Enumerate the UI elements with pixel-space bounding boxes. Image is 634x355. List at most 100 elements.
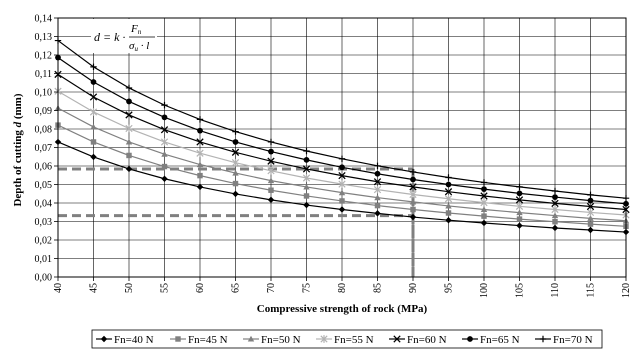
y-axis-label: Depth of cutting d (mm) [12, 93, 24, 206]
data-point [409, 213, 417, 221]
data-point [196, 161, 204, 168]
data-point [89, 108, 98, 116]
data-point [320, 335, 328, 343]
data-point [587, 215, 594, 221]
data-point [175, 336, 181, 342]
data-point [587, 197, 594, 204]
data-point [267, 157, 275, 165]
x-tick-label: 65 [231, 283, 242, 293]
data-point [551, 205, 559, 214]
legend-label: Fn=40 N [114, 334, 154, 346]
series [54, 138, 630, 236]
legend-label: Fn=70 N [553, 334, 593, 346]
data-point [515, 202, 524, 211]
data-point [161, 150, 168, 157]
formula-denominator-rest: · l [138, 40, 149, 52]
legend-item: Fn=70 N [535, 334, 593, 346]
data-point [232, 180, 239, 187]
data-point [374, 170, 381, 177]
data-point [267, 166, 275, 175]
legend-box [91, 329, 603, 349]
axes [54, 17, 627, 281]
x-tick-label: 80 [337, 283, 348, 293]
x-tick-label: 55 [160, 283, 171, 293]
legend-item: Fn=45 N [170, 334, 228, 346]
data-point [196, 183, 204, 191]
data-point [409, 198, 417, 205]
data-point [160, 126, 169, 134]
data-point [373, 185, 382, 194]
x-tick-label: 90 [408, 283, 419, 293]
data-point [125, 138, 133, 145]
data-point [551, 187, 559, 195]
formula-numerator-symbol: F [130, 23, 138, 35]
data-point [374, 210, 381, 217]
data-point [515, 196, 524, 204]
data-point [161, 114, 168, 121]
data-point [339, 198, 345, 204]
data-point [445, 181, 452, 188]
x-tick-label: 40 [53, 283, 64, 293]
data-point [374, 194, 381, 201]
data-point [125, 111, 133, 119]
x-tick-label: 50 [124, 283, 135, 293]
y-tick-label: 0,01 [35, 254, 53, 265]
x-tick-label: 115 [586, 283, 597, 298]
legend-item: Fn=60 N [389, 334, 447, 346]
data-point [480, 179, 488, 186]
formula-numerator: Fn [130, 23, 142, 36]
formula-denominator: σu · l [129, 40, 149, 53]
data-point [90, 153, 97, 161]
data-point [445, 202, 452, 209]
data-point [303, 183, 310, 190]
x-tick-label: 70 [266, 283, 277, 293]
data-point [552, 194, 558, 200]
legend: Fn=40 N Fn=45 N Fn=50 N Fn=55 N Fn=60 N Fn=65… [91, 329, 603, 349]
data-point [89, 93, 98, 101]
data-point [232, 139, 239, 145]
data-point [586, 208, 595, 217]
data-point [303, 147, 310, 155]
data-point [409, 168, 417, 176]
data-point [90, 139, 97, 145]
y-tick-label: 0,10 [35, 88, 53, 99]
data-point [247, 335, 255, 342]
formula-denominator-symbol: σ [129, 40, 135, 52]
y-tick-label: 0,05 [35, 180, 53, 191]
series [55, 122, 629, 230]
data-point [268, 187, 274, 193]
y-tick-label: 0,09 [35, 106, 53, 117]
data-point [197, 172, 203, 179]
data-point [373, 178, 382, 186]
data-point [196, 138, 204, 146]
data-point [410, 206, 416, 213]
data-point [338, 171, 346, 180]
series [55, 54, 629, 207]
data-point [480, 192, 488, 200]
data-point [445, 174, 452, 181]
data-point [409, 190, 417, 199]
legend-label: Fn=65 N [480, 334, 520, 346]
data-point [303, 201, 310, 209]
data-point [551, 199, 559, 208]
plot-frame [57, 17, 627, 278]
data-point [196, 149, 204, 158]
data-point [586, 202, 595, 211]
x-tick-label: 100 [479, 283, 490, 298]
data-point [197, 127, 203, 134]
data-point [516, 183, 523, 191]
data-point [445, 210, 452, 216]
x-tick-label: 85 [373, 283, 384, 293]
data-point [467, 336, 473, 342]
data-point [126, 152, 132, 159]
data-point [587, 226, 594, 234]
data-point [393, 335, 401, 343]
data-point [338, 180, 346, 188]
legend-item: Fn=55 N [316, 334, 374, 346]
series [54, 37, 630, 202]
data-point [231, 158, 240, 167]
data-point [480, 206, 488, 213]
y-tick-label: 0,12 [35, 51, 53, 62]
data-point [552, 218, 558, 225]
